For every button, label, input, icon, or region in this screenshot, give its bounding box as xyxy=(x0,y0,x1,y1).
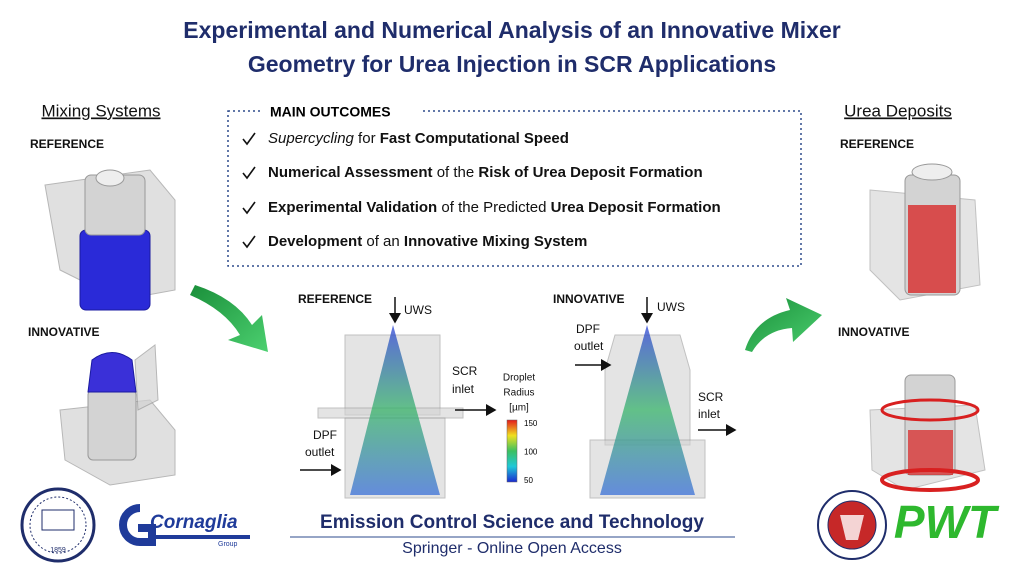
pwt-logo: PWT xyxy=(894,496,1000,548)
checkmarks xyxy=(242,132,256,249)
label: inlet xyxy=(452,382,475,396)
outcome-segment: Urea Deposit Formation xyxy=(551,199,721,216)
outcome-item: Numerical Assessment of the Risk of Urea… xyxy=(268,164,703,181)
label: INNOVATIVE xyxy=(838,325,910,339)
reference-spray-image xyxy=(317,325,464,499)
label: DPF xyxy=(576,322,600,336)
section-heading: Mixing Systems xyxy=(41,101,160,120)
outcome-item: Experimental Validation of the Predicted… xyxy=(268,199,721,216)
outcome-segment: Innovative Mixing System xyxy=(404,233,587,250)
label: UWS xyxy=(404,303,432,317)
checkmark xyxy=(242,201,256,215)
outcome-segment: for xyxy=(354,130,380,147)
outcome-segment: of the Predicted xyxy=(437,199,550,216)
outcome-segment: of an xyxy=(362,233,404,250)
label: INNOVATIVE xyxy=(553,292,625,306)
label: INNOVATIVE xyxy=(28,325,100,339)
outcome-segment: Risk of Urea Deposit Formation xyxy=(478,164,702,181)
label: REFERENCE xyxy=(840,137,914,151)
outcome-item: Development of an Innovative Mixing Syst… xyxy=(268,233,587,250)
checkmark xyxy=(242,166,256,180)
outcome-segment: Supercycling xyxy=(268,130,355,147)
label: DPF xyxy=(313,428,337,442)
polimi-logo: 1859 xyxy=(20,487,96,563)
outcome-items: Supercycling for Fast Computational Spee… xyxy=(268,130,721,250)
label: inlet xyxy=(698,407,721,421)
logo-text: 1859 xyxy=(50,547,66,554)
label: UWS xyxy=(657,300,685,314)
label: REFERENCE xyxy=(30,137,104,151)
colorbar-tick: 150 xyxy=(524,419,538,428)
label: REFERENCE xyxy=(298,292,372,306)
journal: Emission Control Science and Technology xyxy=(320,512,704,533)
checkmark xyxy=(242,235,256,249)
flow-arrow xyxy=(190,285,268,352)
label: outlet xyxy=(305,445,335,459)
section-heading: Urea Deposits xyxy=(844,101,952,120)
label: SCR xyxy=(698,390,724,404)
colorbar-title: Radius xyxy=(503,388,534,399)
outcome-segment: Fast Computational Speed xyxy=(380,130,569,147)
innovative-deposit-image xyxy=(869,374,986,492)
cornaglia-logo: Cornaglia Group xyxy=(119,504,250,548)
outcome-segment: Development xyxy=(268,233,362,250)
colorbar-tick: 100 xyxy=(524,448,538,457)
label: SCR xyxy=(452,364,478,378)
checkmark xyxy=(242,132,256,146)
label: outlet xyxy=(574,339,604,353)
reference-deposit-image xyxy=(869,163,981,301)
publisher: Springer - Online Open Access xyxy=(402,540,622,557)
outcome-segment: of the xyxy=(433,164,479,181)
logo-text: Cornaglia xyxy=(150,512,238,533)
colorbar-title: [µm] xyxy=(509,403,529,414)
outcome-item: Supercycling for Fast Computational Spee… xyxy=(268,130,569,147)
innovative-mixer-image xyxy=(59,344,176,486)
logo-text: Group xyxy=(218,541,238,548)
flow-arrow xyxy=(745,298,822,352)
unife-logo xyxy=(817,490,887,560)
colorbar-title: Droplet xyxy=(503,373,535,384)
title-line: Geometry for Urea Injection in SCR Appli… xyxy=(248,51,776,77)
title-line: Experimental and Numerical Analysis of a… xyxy=(183,17,840,43)
reference-mixer-image xyxy=(44,169,176,311)
outcome-segment: Experimental Validation xyxy=(268,199,437,216)
colorbar: Droplet Radius [µm] 150 100 50 xyxy=(503,373,538,485)
heading-bg xyxy=(262,104,422,120)
outcome-segment: Numerical Assessment xyxy=(268,164,433,181)
innovative-spray-image xyxy=(589,325,706,499)
colorbar-tick: 50 xyxy=(524,476,533,485)
outcomes-box xyxy=(227,110,802,267)
colorbar-gradient xyxy=(506,419,518,483)
outcomes-heading: MAIN OUTCOMES xyxy=(270,104,391,120)
